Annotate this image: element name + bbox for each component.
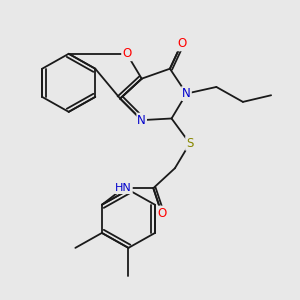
Text: S: S	[186, 137, 194, 150]
Text: N: N	[182, 87, 191, 100]
Text: N: N	[137, 114, 146, 127]
Text: O: O	[177, 37, 186, 50]
Text: HN: HN	[115, 183, 132, 193]
Text: O: O	[157, 206, 166, 220]
Text: O: O	[122, 47, 131, 60]
